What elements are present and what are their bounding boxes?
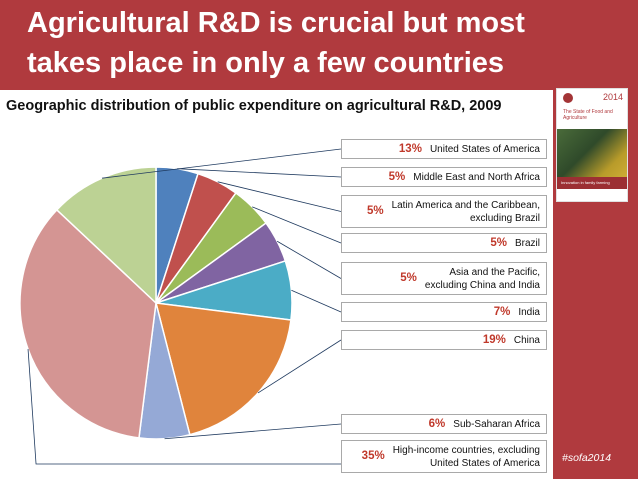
pie-slice [154,302,292,436]
report-cover-image: 2014 The State of Food and Agriculture I… [556,88,628,202]
chart-subtitle: Geographic distribution of public expend… [6,98,502,114]
data-label: 35% High-income countries, excluding Unit… [341,440,547,473]
slice-name: Asia and the Pacific, excluding China an… [424,266,540,291]
slice-name: Latin America and the Caribbean, excludi… [391,199,540,224]
slice-percent: 6% [428,417,446,430]
slice-name: Brazil [514,237,540,249]
pie-slice [55,166,157,305]
data-label: 19% China [341,330,547,350]
data-label: 5% Middle East and North Africa [341,167,547,187]
slice-percent: 19% [482,333,506,346]
pie-slice [19,208,157,439]
leader-line [164,423,342,440]
leader-line [291,289,342,313]
hashtag: #sofa2014 [562,452,612,464]
slice-name: China [513,334,540,346]
title-banner: Agricultural R&D is crucial but most tak… [0,0,638,90]
leader-line [252,206,342,244]
cover-title: The State of Food and Agriculture [563,109,613,121]
slice-percent: 35% [361,450,385,462]
fao-logo-icon [563,93,573,103]
slice-name: Middle East and North Africa [413,171,540,183]
slice-name: India [518,306,540,318]
slice-percent: 5% [388,170,406,183]
slice-percent: 5% [490,236,507,249]
slice-percent: 13% [398,142,422,155]
slice-name: Sub-Saharan Africa [453,418,540,430]
cover-year: 2014 [602,92,623,102]
cover-photo: Innovation in family farming [557,129,627,189]
slice-percent: 7% [493,305,511,318]
data-label: 6% Sub-Saharan Africa [341,414,547,434]
cover-band: Innovation in family farming [557,177,627,189]
data-label: 5% Brazil [341,233,547,253]
leader-line [27,349,341,465]
cover-header: 2014 The State of Food and Agriculture [557,89,627,129]
leader-line [276,240,342,279]
slice-name: United States of America [429,143,540,155]
leader-line [257,339,342,394]
leader-line [177,168,342,178]
slice-name: High-income countries, excluding United … [392,444,540,469]
data-label: 13% United States of America [341,139,547,159]
slice-percent: 5% [400,272,417,284]
data-label: 5% Latin America and the Caribbean, exclu… [341,195,547,228]
data-label: 5% Asia and the Pacific, excluding China … [341,262,547,295]
leader-line [217,181,342,212]
slide-title: Agricultural R&D is crucial but most tak… [27,7,525,79]
data-label: 7% India [341,302,547,322]
leader-line [101,148,342,179]
slice-percent: 5% [366,205,384,217]
